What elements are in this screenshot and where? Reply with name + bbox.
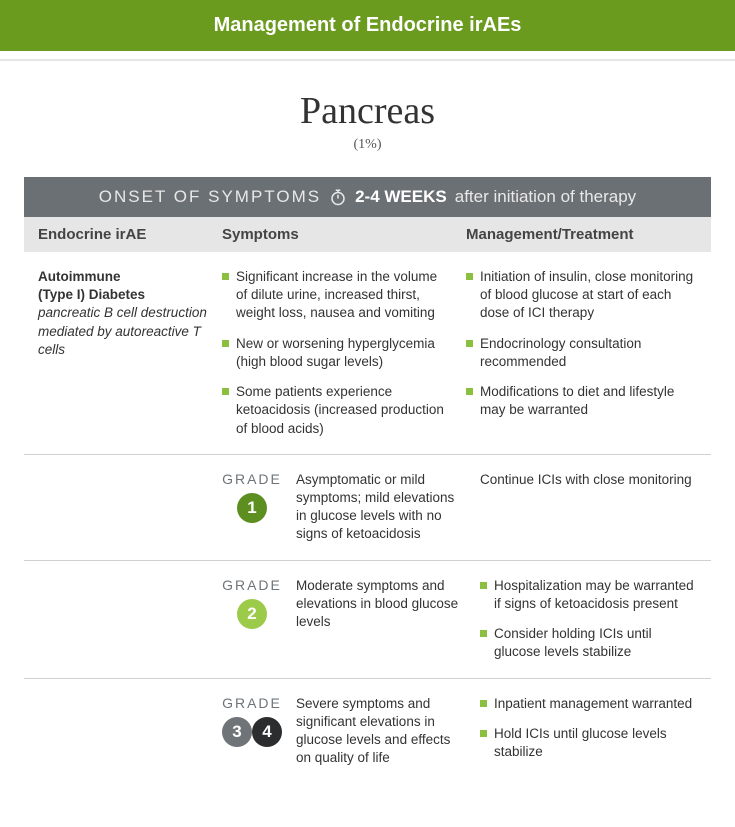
column-headers: Endocrine irAE Symptoms Management/Treat… bbox=[24, 217, 711, 252]
list-item: Hold ICIs until glucose levels stabilize bbox=[480, 725, 697, 761]
grade-row: GRADE 34 Severe symptoms and significant e… bbox=[24, 679, 711, 784]
grade-mgmt: Hospitalization may be warranted if sign… bbox=[480, 577, 697, 662]
list-item: Significant increase in the volume of di… bbox=[222, 268, 452, 323]
page-percent: (1%) bbox=[0, 137, 735, 153]
divider-line bbox=[0, 59, 735, 61]
col-header-irae: Endocrine irAE bbox=[38, 226, 208, 243]
stopwatch-icon bbox=[329, 188, 347, 206]
list-item: Consider holding ICIs until glucose leve… bbox=[480, 625, 697, 661]
grade-mgmt-list: Inpatient management warranted Hold ICIs … bbox=[480, 695, 697, 762]
irae-name-line1: Autoimmune bbox=[38, 269, 121, 284]
grade-word: GRADE bbox=[222, 577, 282, 593]
col-header-management: Management/Treatment bbox=[466, 226, 697, 243]
grade-circle: 3 bbox=[222, 717, 252, 747]
grade-desc: Moderate symptoms and elevations in bloo… bbox=[296, 577, 466, 632]
grade-circle: 2 bbox=[237, 599, 267, 629]
grade-row: GRADE 2 Moderate symptoms and elevations i… bbox=[24, 561, 711, 679]
list-item: Some patients experience ketoacidosis (i… bbox=[222, 383, 452, 438]
header-bar: Management of Endocrine irAEs bbox=[0, 0, 735, 51]
irae-row: Autoimmune (Type I) Diabetes pancreatic … bbox=[24, 252, 711, 455]
grade-circle: 4 bbox=[252, 717, 282, 747]
grade-mgmt: Continue ICIs with close monitoring bbox=[480, 471, 697, 489]
grade-label-col: GRADE 34 bbox=[222, 695, 282, 751]
irae-desc: pancreatic B cell destruction mediated b… bbox=[38, 305, 207, 356]
symptoms-list: Significant increase in the volume of di… bbox=[222, 268, 452, 438]
onset-label: ONSET OF SYMPTOMS bbox=[99, 187, 321, 207]
irae-name-line2: (Type I) Diabetes bbox=[38, 287, 145, 302]
grade-mgmt-list: Hospitalization may be warranted if sign… bbox=[480, 577, 697, 662]
grades-container: GRADE 1 Asymptomatic or mild symptoms; mil… bbox=[24, 455, 711, 784]
list-item: New or worsening hyperglycemia (high blo… bbox=[222, 335, 452, 371]
onset-weeks: 2-4 WEEKS bbox=[355, 187, 447, 207]
page-title: Pancreas bbox=[0, 89, 735, 133]
grade-mgmt: Inpatient management warranted Hold ICIs … bbox=[480, 695, 697, 762]
grade-word: GRADE bbox=[222, 471, 282, 487]
title-block: Pancreas (1%) bbox=[0, 89, 735, 153]
grade-desc: Asymptomatic or mild symptoms; mild elev… bbox=[296, 471, 466, 544]
list-item: Initiation of insulin, close monitoring … bbox=[466, 268, 697, 323]
grade-label-col: GRADE 1 bbox=[222, 471, 282, 527]
grade-word: GRADE bbox=[222, 695, 282, 711]
grade-row: GRADE 1 Asymptomatic or mild symptoms; mil… bbox=[24, 455, 711, 561]
irae-name: Autoimmune (Type I) Diabetes pancreatic … bbox=[38, 268, 208, 438]
grade-circle: 1 bbox=[237, 493, 267, 523]
grade-desc: Severe symptoms and significant elevatio… bbox=[296, 695, 466, 768]
grade-label-col: GRADE 2 bbox=[222, 577, 282, 633]
list-item: Modifications to diet and lifestyle may … bbox=[466, 383, 697, 419]
header-title: Management of Endocrine irAEs bbox=[214, 14, 522, 36]
management-list: Initiation of insulin, close monitoring … bbox=[466, 268, 697, 438]
content: ONSET OF SYMPTOMS 2-4 WEEKS after initia… bbox=[0, 177, 735, 807]
list-item: Endocrinology consultation recommended bbox=[466, 335, 697, 371]
onset-after: after initiation of therapy bbox=[455, 187, 636, 207]
onset-bar: ONSET OF SYMPTOMS 2-4 WEEKS after initia… bbox=[24, 177, 711, 217]
list-item: Inpatient management warranted bbox=[480, 695, 697, 713]
col-header-symptoms: Symptoms bbox=[222, 226, 452, 243]
list-item: Hospitalization may be warranted if sign… bbox=[480, 577, 697, 613]
